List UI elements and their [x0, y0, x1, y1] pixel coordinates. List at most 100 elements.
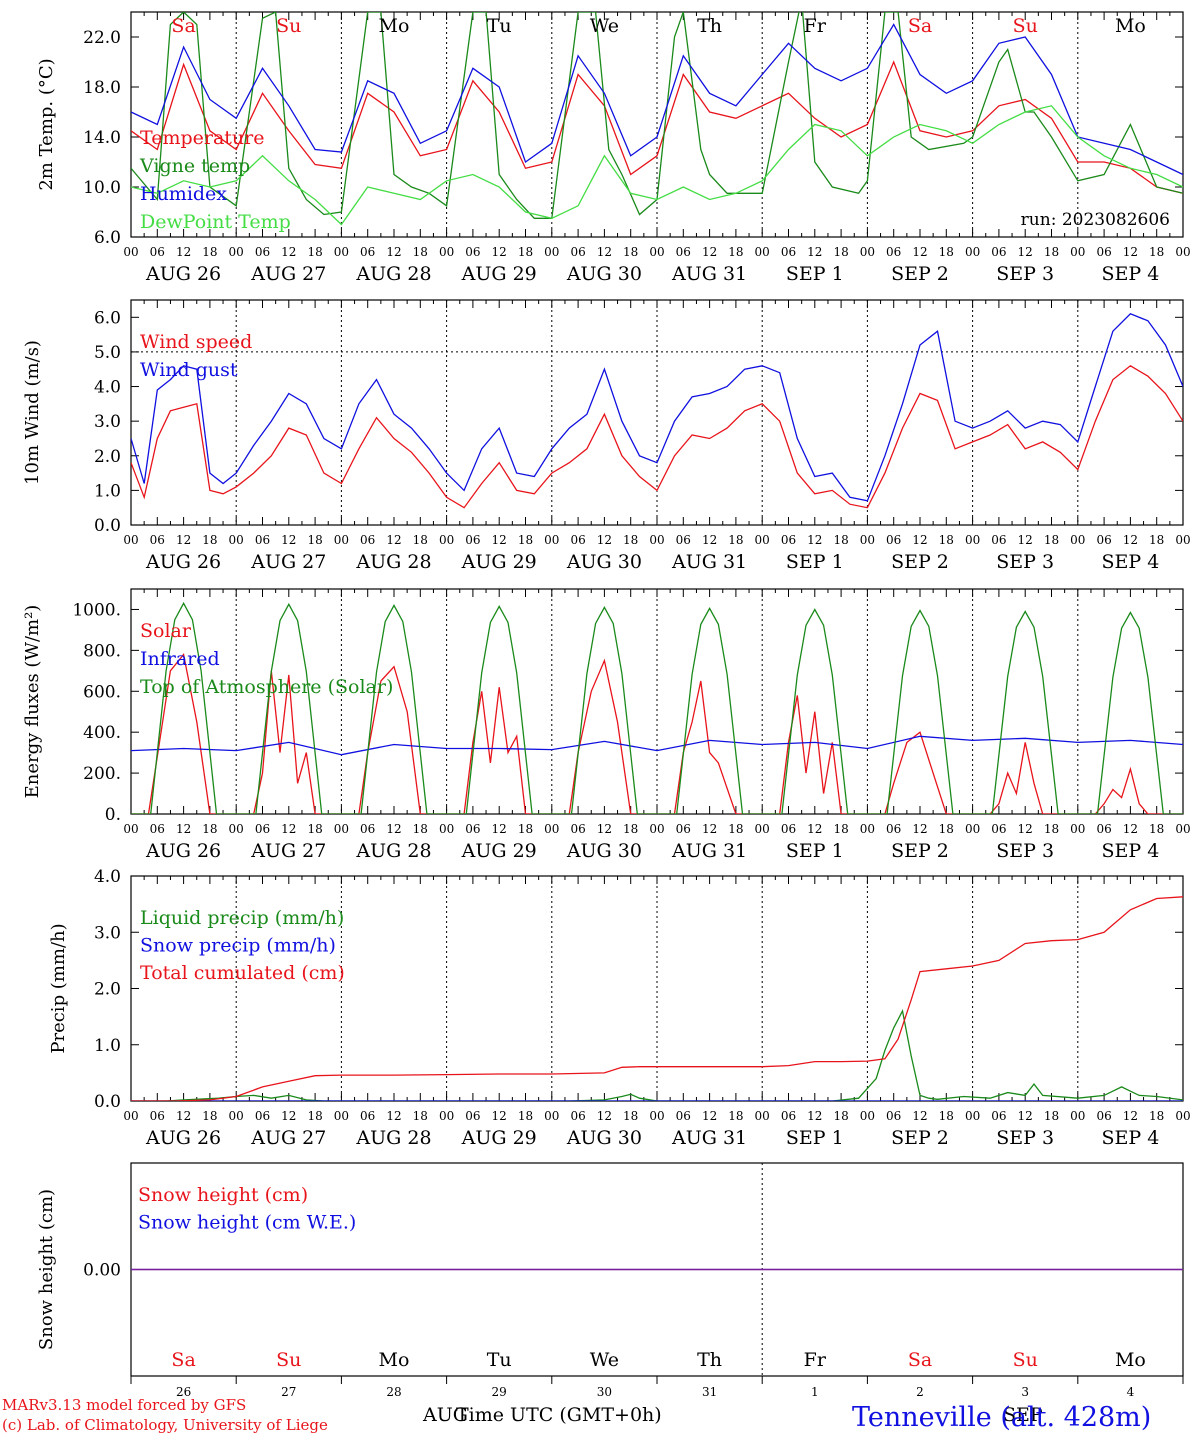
hour-tick-label: 18	[623, 533, 638, 547]
hour-tick-label: 00	[123, 1109, 138, 1123]
weekday-label: Tu	[487, 15, 512, 37]
hour-tick-label: 06	[570, 533, 585, 547]
date-label: AUG 27	[250, 551, 326, 573]
hour-tick-label: 18	[728, 822, 743, 836]
hour-tick-label: 18	[307, 1109, 322, 1123]
date-label: AUG 29	[461, 551, 537, 573]
legend-entry: Infrared	[140, 648, 220, 670]
y-tick-label: 1.0	[94, 1036, 121, 1056]
hour-tick-label: 12	[702, 533, 717, 547]
legend-entry: Vigne temp	[139, 155, 250, 177]
day-number-label: 29	[492, 1385, 507, 1399]
hour-tick-label: 00	[123, 822, 138, 836]
series-line-infrared	[131, 735, 1183, 756]
hour-tick-label: 12	[176, 822, 191, 836]
hour-tick-label: 06	[360, 822, 375, 836]
y-tick-label: 18.0	[83, 78, 121, 98]
hour-tick-label: 06	[255, 245, 270, 259]
hour-tick-label: 00	[649, 1109, 664, 1123]
y-tick-label: 10.0	[83, 178, 121, 198]
hour-tick-label: 18	[413, 1109, 428, 1123]
date-label: AUG 30	[566, 551, 642, 573]
hour-tick-label: 06	[1096, 1109, 1111, 1123]
date-label: AUG 30	[566, 1127, 642, 1149]
date-label: AUG 26	[145, 1127, 221, 1149]
panel-temp	[130, 11, 1184, 238]
hour-tick-label: 12	[597, 245, 612, 259]
hour-tick-label: 18	[307, 533, 322, 547]
hour-tick-label: 00	[439, 533, 454, 547]
legend-entry: DewPoint Temp	[140, 211, 291, 233]
date-label: AUG 28	[355, 840, 431, 862]
hour-tick-label: 12	[386, 1109, 401, 1123]
hour-tick-label: 18	[307, 822, 322, 836]
hour-tick-label: 06	[886, 245, 901, 259]
hour-tick-label: 18	[1044, 1109, 1059, 1123]
series-line-liquid-precip-mm-h-	[131, 1009, 1183, 1101]
hour-tick-label: 12	[492, 245, 507, 259]
hour-tick-label: 12	[597, 533, 612, 547]
series-line-humidex	[131, 23, 1183, 176]
date-label: SEP 3	[996, 551, 1054, 573]
date-label: AUG 26	[145, 263, 221, 285]
hour-tick-label: 00	[229, 245, 244, 259]
day-number-label: 1	[811, 1385, 819, 1399]
hour-tick-label: 06	[465, 822, 480, 836]
hour-tick-label: 12	[281, 533, 296, 547]
hour-tick-label: 06	[150, 245, 165, 259]
hour-tick-label: 00	[229, 1109, 244, 1123]
weekday-label: Su	[1013, 15, 1038, 37]
date-label: AUG 26	[145, 551, 221, 573]
date-label: SEP 3	[996, 263, 1054, 285]
date-label: SEP 4	[1101, 263, 1159, 285]
day-number-label: 26	[176, 1385, 191, 1399]
hour-tick-label: 06	[360, 1109, 375, 1123]
hour-tick-label: 00	[229, 822, 244, 836]
hour-tick-label: 12	[912, 1109, 927, 1123]
date-label: SEP 1	[786, 840, 844, 862]
hour-tick-label: 12	[807, 245, 822, 259]
hour-tick-label: 06	[255, 533, 270, 547]
weekday-label: Fr	[804, 15, 827, 37]
hour-tick-label: 18	[518, 822, 533, 836]
weekday-label: Mo	[1115, 1349, 1146, 1371]
y-axis-label: Energy fluxes (W/m²)	[22, 605, 43, 799]
hour-tick-label: 18	[833, 245, 848, 259]
y-tick-label: 0.0	[94, 1092, 121, 1112]
model-credit: MARv3.13 model forced by GFS	[2, 1396, 247, 1414]
hour-tick-label: 06	[991, 533, 1006, 547]
y-tick-label: 800.	[83, 641, 121, 661]
series-line-total-cumulated-cm-	[131, 896, 1183, 1101]
hour-tick-label: 12	[1018, 245, 1033, 259]
legend-entry: Total cumulated (cm)	[140, 962, 345, 984]
hour-tick-label: 06	[150, 1109, 165, 1123]
hour-tick-label: 00	[1070, 245, 1085, 259]
hour-tick-label: 18	[833, 822, 848, 836]
y-tick-label: 2.0	[94, 447, 121, 467]
hour-tick-label: 18	[623, 245, 638, 259]
day-number-label: 27	[281, 1385, 296, 1399]
hour-tick-label: 12	[176, 245, 191, 259]
hour-tick-label: 06	[676, 1109, 691, 1123]
date-label: AUG 31	[671, 840, 747, 862]
hour-tick-label: 06	[1096, 822, 1111, 836]
weekday-label: Th	[697, 15, 722, 37]
hour-tick-label: 18	[518, 1109, 533, 1123]
hour-tick-label: 06	[570, 245, 585, 259]
hour-tick-label: 00	[860, 533, 875, 547]
hour-tick-label: 00	[439, 245, 454, 259]
y-tick-label: 6.0	[94, 228, 121, 248]
hour-tick-label: 18	[1044, 245, 1059, 259]
hour-tick-label: 18	[202, 1109, 217, 1123]
hour-tick-label: 12	[492, 1109, 507, 1123]
weekday-label: Su	[276, 1349, 301, 1371]
hour-tick-label: 00	[544, 822, 559, 836]
date-label: SEP 4	[1101, 551, 1159, 573]
hour-tick-label: 18	[1149, 822, 1164, 836]
hour-tick-label: 18	[307, 245, 322, 259]
hour-tick-label: 12	[492, 822, 507, 836]
date-label: AUG 26	[145, 840, 221, 862]
weekday-label: Tu	[487, 1349, 512, 1371]
hour-tick-label: 18	[1149, 533, 1164, 547]
legend-entry: Solar	[140, 620, 192, 642]
